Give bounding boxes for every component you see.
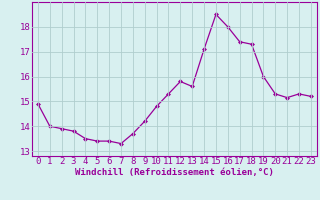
X-axis label: Windchill (Refroidissement éolien,°C): Windchill (Refroidissement éolien,°C) [75,168,274,177]
